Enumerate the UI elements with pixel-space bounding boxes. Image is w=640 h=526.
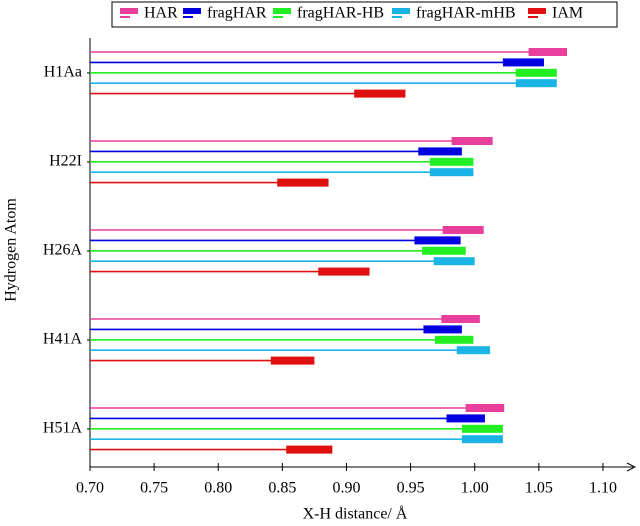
axis-arrow: [626, 462, 637, 472]
error-bar: [286, 445, 333, 454]
legend-swatch: [273, 8, 291, 14]
x-tick-label: 0.70: [76, 480, 104, 497]
error-bar: [429, 157, 474, 166]
error-bar: [270, 356, 315, 365]
error-bar: [434, 335, 474, 344]
y-tick-label: H41A: [43, 331, 83, 348]
x-axis-label: X-H distance/ Å: [303, 505, 408, 523]
error-bar: [451, 137, 493, 145]
error-bar: [502, 58, 544, 67]
error-bar: [446, 414, 485, 423]
legend-swatch: [183, 8, 201, 14]
error-bar: [354, 89, 406, 98]
error-bar: [423, 325, 462, 334]
legend-label: HAR: [144, 5, 178, 22]
x-tick-label: 0.95: [397, 480, 425, 497]
error-bar: [456, 346, 491, 355]
error-bar: [433, 257, 475, 266]
error-bar: [429, 168, 474, 177]
error-bar: [461, 435, 503, 444]
error-bar: [418, 147, 462, 156]
legend-swatch: [528, 8, 546, 14]
x-tick-label: 1.10: [589, 480, 617, 497]
legend-label: IAM: [552, 5, 583, 22]
y-tick-label: H51A: [43, 420, 83, 437]
error-bar: [442, 226, 484, 234]
error-bar: [277, 178, 329, 187]
legend-label: fragHAR-mHB: [416, 5, 516, 22]
error-bar: [465, 404, 505, 412]
y-tick-label: H1Aa: [44, 64, 82, 81]
error-bar: [515, 68, 557, 77]
x-tick-label: 0.80: [204, 480, 232, 497]
error-bar: [414, 236, 461, 245]
error-bar: [528, 48, 568, 56]
legend-swatch: [392, 8, 410, 14]
legend: [111, 1, 618, 28]
error-bar: [318, 267, 370, 276]
error-bar: [422, 246, 466, 255]
x-tick-label: 0.85: [268, 480, 296, 497]
y-axis-label: Hydrogen Atom: [3, 198, 20, 302]
x-tick-label: 1.00: [461, 480, 489, 497]
error-bar: [515, 79, 557, 88]
error-bar: [461, 424, 503, 433]
legend-label: fragHAR: [207, 5, 267, 22]
legend-label: fragHAR-HB: [297, 5, 384, 22]
y-tick-label: H26A: [43, 242, 83, 259]
x-tick-label: 0.75: [140, 480, 168, 497]
y-tick-label: H22I: [49, 153, 82, 170]
legend-swatch: [120, 8, 138, 14]
x-tick-label: 0.90: [332, 480, 360, 497]
x-tick-label: 1.05: [525, 480, 553, 497]
error-bar: [441, 315, 480, 323]
